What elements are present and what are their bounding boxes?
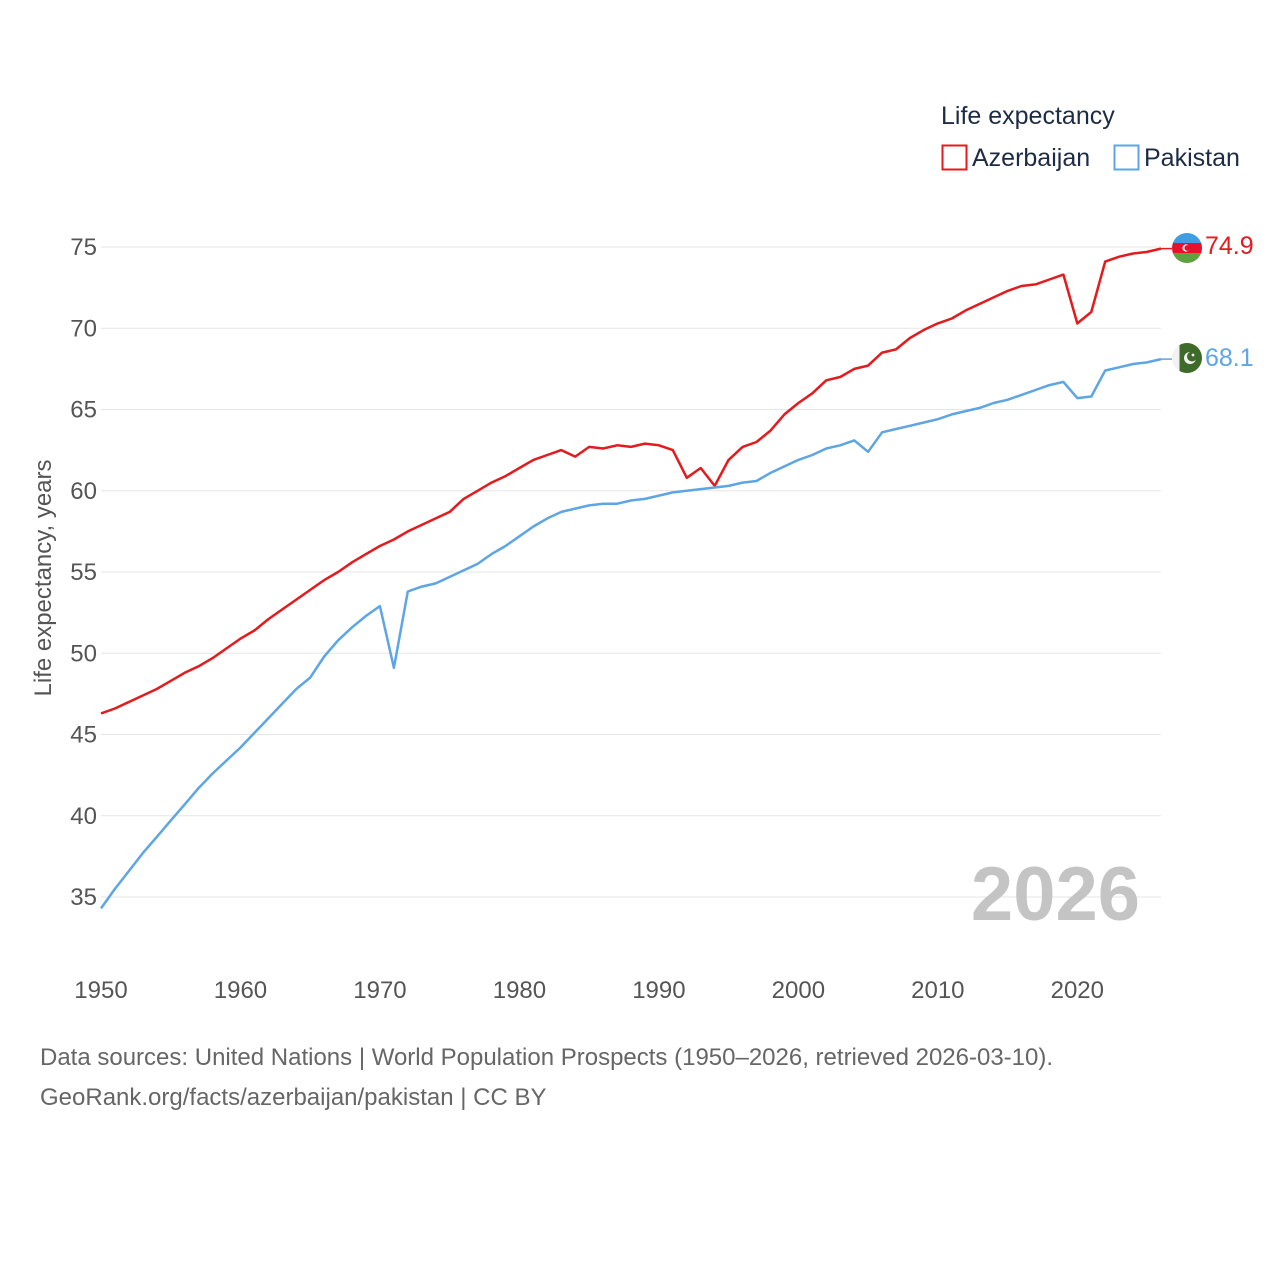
y-tick-label: 55 — [70, 559, 97, 586]
year-stamp: 2026 — [971, 852, 1140, 937]
x-tick-label: 1980 — [493, 977, 546, 1004]
y-tick-label: 45 — [70, 722, 97, 749]
y-tick-label: 40 — [70, 803, 97, 830]
end-label-azerbaijan: 74.9 — [1205, 232, 1254, 260]
y-tick-label: 65 — [70, 397, 97, 424]
legend: Life expectancy Azerbaijan Pakistan — [941, 102, 1240, 172]
legend-item-pakistan[interactable]: Pakistan — [1113, 144, 1240, 172]
legend-swatch — [941, 144, 968, 171]
gridlines — [101, 246, 1161, 898]
y-axis-title: Life expectancy, years — [30, 459, 57, 696]
legend-title: Life expectancy — [941, 102, 1115, 130]
series-line-azerbaijan — [100, 247, 1162, 715]
data-source-text: Data sources: United Nations | World Pop… — [40, 1044, 1054, 1071]
azerbaijan-flag-icon — [1172, 233, 1202, 263]
x-tick-label: 2020 — [1051, 977, 1104, 1004]
end-flags — [1172, 233, 1202, 373]
pakistan-flag-icon — [1172, 343, 1202, 373]
x-tick-label: 1960 — [214, 977, 267, 1004]
y-tick-label: 75 — [70, 234, 97, 261]
y-axis-ticks: 35 40 45 50 55 60 65 70 75 — [70, 234, 97, 911]
source-link-text[interactable]: GeoRank.org/facts/azerbaijan/pakistan | … — [40, 1084, 547, 1111]
life-expectancy-chart: 35 40 45 50 55 60 65 70 75 1950 1960 1970 1980 1990 2… — [30, 102, 1254, 1004]
y-tick-label: 35 — [70, 884, 97, 911]
end-label-pakistan: 68.1 — [1205, 344, 1254, 372]
x-tick-label: 2000 — [772, 977, 825, 1004]
series-line-pakistan — [99, 357, 1162, 910]
y-tick-label: 70 — [70, 315, 97, 342]
y-tick-label: 60 — [70, 478, 97, 505]
x-tick-label: 1970 — [353, 977, 406, 1004]
legend-label: Pakistan — [1144, 144, 1240, 172]
series-lines — [99, 247, 1172, 910]
y-tick-label: 50 — [70, 640, 97, 667]
x-tick-label: 1990 — [632, 977, 685, 1004]
legend-item-azerbaijan[interactable]: Azerbaijan — [941, 144, 1091, 172]
end-labels: 74.9 68.1 — [1205, 232, 1254, 372]
x-axis-ticks: 1950 1960 1970 1980 1990 2000 2010 2020 — [74, 977, 1104, 1004]
x-tick-label: 1950 — [74, 977, 127, 1004]
x-tick-label: 2010 — [911, 977, 964, 1004]
legend-label: Azerbaijan — [972, 144, 1090, 172]
legend-swatch — [1113, 144, 1140, 171]
